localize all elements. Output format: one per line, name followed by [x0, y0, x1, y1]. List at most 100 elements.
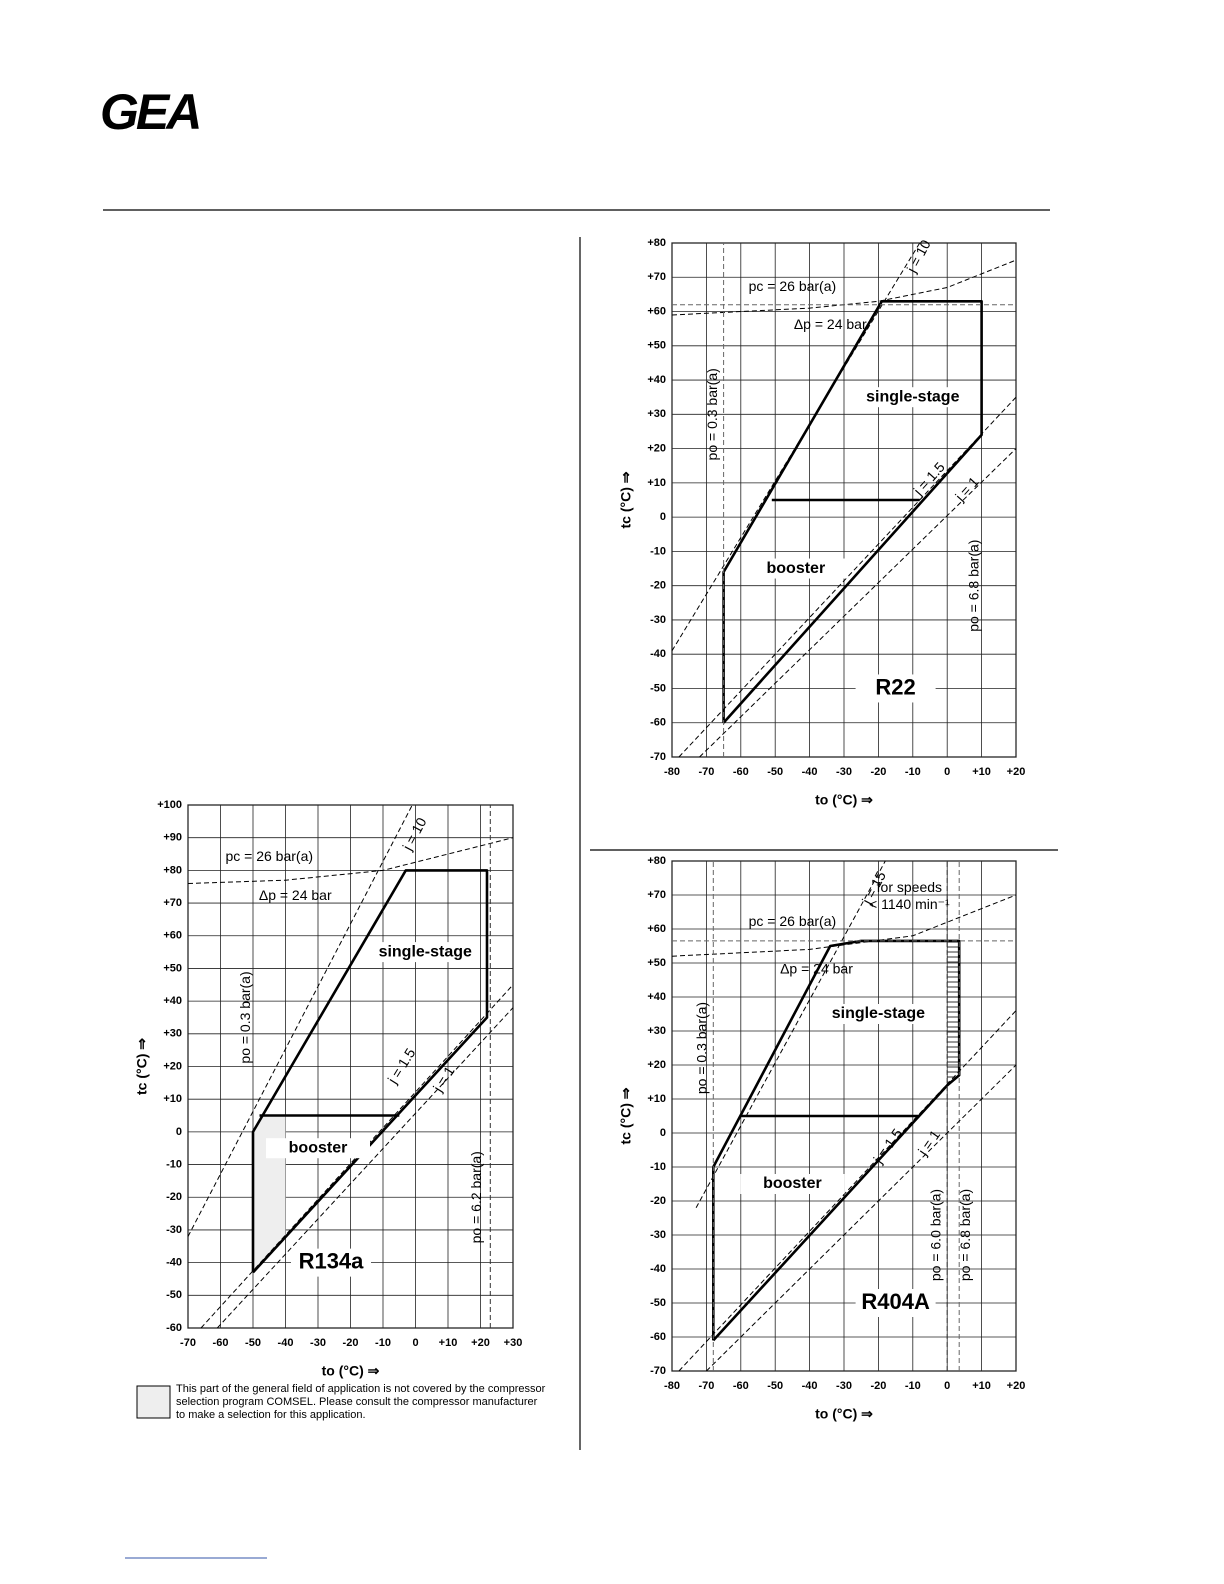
y-tick-label: -50 [650, 682, 666, 694]
y-tick-label: -10 [650, 545, 666, 557]
x-tick-label: -10 [905, 1380, 921, 1392]
title-bg [855, 674, 936, 703]
annotation: pc = 26 bar(a) [225, 848, 313, 864]
x-tick-label: -30 [310, 1337, 326, 1349]
x-tick-label: -10 [375, 1337, 391, 1349]
annotation: Δp = 24 bar [794, 316, 867, 332]
y-tick-label: -50 [650, 1297, 666, 1309]
x-tick-label: -20 [870, 1380, 886, 1392]
limit-line [706, 1064, 1017, 1372]
envelope-line [722, 300, 983, 724]
limit-line [671, 259, 1017, 316]
x-tick-label: -50 [767, 1380, 783, 1392]
limit-line [678, 396, 1017, 758]
y-tick-label: +50 [163, 962, 182, 974]
shaded-region [947, 940, 960, 1086]
x-tick-label: +20 [471, 1337, 490, 1349]
y-tick-label: +40 [647, 991, 666, 1003]
x-axis-label: to (°C) ⇒ [322, 1363, 380, 1379]
x-tick-label: +30 [504, 1337, 523, 1349]
y-tick-label: +20 [163, 1060, 182, 1072]
y-tick-label: +90 [163, 832, 182, 844]
region-label: booster [763, 1175, 822, 1192]
y-tick-label: +70 [647, 271, 666, 283]
x-tick-label: +20 [1007, 766, 1026, 778]
limit-line [671, 894, 1017, 957]
envelope-line [712, 939, 961, 1342]
annotation: for speeds [877, 879, 942, 895]
x-tick-label: -60 [733, 1380, 749, 1392]
annotation: po = 6.8 bar(a) [957, 1189, 973, 1281]
y-tick-label: 0 [660, 511, 666, 523]
limit-line [695, 860, 886, 1209]
y-tick-label: +60 [163, 930, 182, 942]
annotation: Δp = 24 bar [780, 961, 853, 977]
y-tick-label: +30 [163, 1028, 182, 1040]
label-bg [860, 387, 965, 408]
y-tick-label: -10 [166, 1158, 182, 1170]
y-tick-label: 0 [660, 1127, 666, 1139]
y-tick-label: -50 [166, 1289, 182, 1301]
y-tick-label: +70 [163, 897, 182, 909]
y-tick-label: +60 [647, 923, 666, 935]
x-tick-label: -70 [698, 766, 714, 778]
y-tick-label: +40 [647, 374, 666, 386]
x-tick-label: +10 [972, 766, 991, 778]
y-axis-label: tc (°C) ⇒ [618, 1087, 634, 1144]
annotation: po = 0.3 bar(a) [704, 368, 720, 460]
y-tick-label: +30 [647, 408, 666, 420]
region-label: single-stage [379, 943, 472, 960]
annotation: po = 6.0 bar(a) [928, 1189, 944, 1281]
y-tick-label: +60 [647, 305, 666, 317]
y-axis-label: tc (°C) ⇒ [134, 1038, 150, 1095]
annotation: po = 6.8 bar(a) [965, 540, 981, 632]
x-tick-label: -20 [343, 1337, 359, 1349]
y-tick-label: +20 [647, 443, 666, 455]
y-tick-label: -20 [650, 580, 666, 592]
y-tick-label: +100 [157, 799, 182, 811]
y-tick-label: +40 [163, 995, 182, 1007]
x-tick-label: +10 [439, 1337, 458, 1349]
region-label: booster [289, 1139, 348, 1156]
y-tick-label: -40 [166, 1257, 182, 1269]
y-axis-label: tc (°C) ⇒ [618, 471, 634, 528]
y-tick-label: -10 [650, 1161, 666, 1173]
y-tick-label: 0 [176, 1126, 182, 1138]
x-tick-label: 0 [944, 1380, 950, 1392]
x-tick-label: -50 [245, 1337, 261, 1349]
y-tick-label: +20 [647, 1059, 666, 1071]
y-tick-label: -40 [650, 648, 666, 660]
x-tick-label: -80 [664, 766, 680, 778]
limit-line [200, 984, 514, 1329]
y-tick-label: -30 [166, 1224, 182, 1236]
label-bg [743, 558, 848, 579]
y-tick-label: -30 [650, 1229, 666, 1241]
y-tick-label: +50 [647, 340, 666, 352]
x-tick-label: -50 [767, 766, 783, 778]
y-tick-label: -20 [650, 1195, 666, 1207]
x-tick-label: -30 [836, 1380, 852, 1392]
y-tick-label: +30 [647, 1025, 666, 1037]
annotation: po = 0.3 bar(a) [237, 971, 253, 1063]
annotation: pc = 26 bar(a) [749, 278, 837, 294]
x-tick-label: 0 [944, 766, 950, 778]
y-tick-label: -20 [166, 1191, 182, 1203]
limit-line [187, 804, 413, 1237]
y-tick-label: -60 [650, 717, 666, 729]
x-tick-label: -80 [664, 1380, 680, 1392]
annotation: Δp = 24 bar [259, 887, 332, 903]
label-bg [826, 1004, 931, 1024]
limit-line [678, 1010, 1017, 1372]
limit-line [187, 837, 514, 884]
y-tick-label: -70 [650, 751, 666, 763]
label-bg [740, 1174, 845, 1194]
y-tick-label: +10 [647, 1093, 666, 1105]
envelope-line [251, 869, 489, 1274]
note-swatch [136, 1385, 171, 1419]
title-bg [291, 1248, 371, 1277]
y-tick-label: +80 [647, 237, 666, 249]
y-tick-label: +80 [163, 864, 182, 876]
y-tick-label: +80 [647, 855, 666, 867]
